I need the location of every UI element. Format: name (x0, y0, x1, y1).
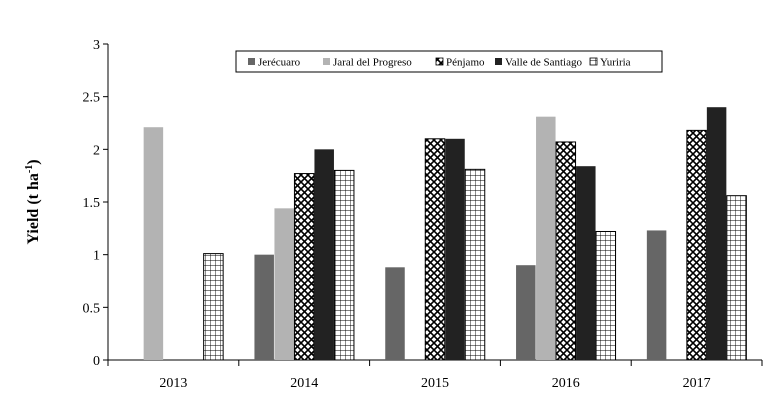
legend-label: Jerécuaro (258, 57, 301, 69)
bars (143, 107, 747, 361)
x-tick-label: 2017 (683, 376, 711, 391)
bar (706, 107, 727, 360)
bar (293, 173, 315, 361)
legend-frame (235, 50, 663, 73)
legend-swatch (323, 58, 330, 65)
legend: Jerécuaro Jaral del Progreso Pénjamo Valle … (235, 50, 663, 73)
y-axis-label: Yield (t ha-1) (24, 159, 42, 244)
bar (686, 129, 707, 361)
legend-label: Yuriria (600, 57, 631, 69)
bar (726, 195, 747, 361)
legend-swatch (589, 57, 598, 66)
bar (464, 168, 486, 361)
y-tick-label: 2.5 (83, 91, 101, 106)
x-tick-label: 2016 (552, 376, 580, 391)
legend-label: Pénjamo (446, 57, 485, 69)
bar (254, 254, 274, 360)
y-axis-label-text: Yield (t ha (25, 173, 42, 244)
legend-label: Jaral del Progreso (333, 57, 412, 69)
bar (143, 127, 164, 360)
bar (646, 230, 667, 360)
y-tick-label: 0.5 (83, 301, 101, 316)
bar (536, 116, 556, 361)
bar (424, 138, 446, 361)
bar (333, 169, 355, 361)
x-tick-label: 2013 (159, 376, 187, 391)
bar (203, 253, 224, 361)
y-axis-label-suffix: ) (25, 159, 42, 164)
bar (274, 208, 294, 360)
x-axis: 2013 2014 2015 2016 2017 (107, 359, 763, 391)
bar (555, 141, 577, 361)
legend-swatch (495, 58, 502, 65)
bar (314, 149, 334, 360)
x-tick-label: 2014 (290, 376, 318, 391)
y-tick-label: 2 (93, 143, 100, 158)
x-tick-label: 2015 (421, 376, 449, 391)
bar (516, 265, 536, 360)
y-axis: 0 0.5 1 1.5 2 2.5 3 (83, 38, 109, 369)
legend-swatch (435, 57, 444, 66)
y-tick-label: 1.5 (83, 196, 101, 211)
bar (576, 166, 596, 360)
y-tick-label: 0 (93, 354, 100, 369)
y-tick-label: 3 (93, 38, 100, 53)
bar (385, 267, 405, 360)
bar (595, 230, 617, 361)
y-tick-label: 1 (93, 249, 100, 264)
y-axis-label-superscript: -1 (24, 165, 35, 173)
legend-swatch (248, 58, 255, 65)
bar (445, 138, 465, 360)
legend-label: Valle de Santiago (505, 57, 582, 69)
